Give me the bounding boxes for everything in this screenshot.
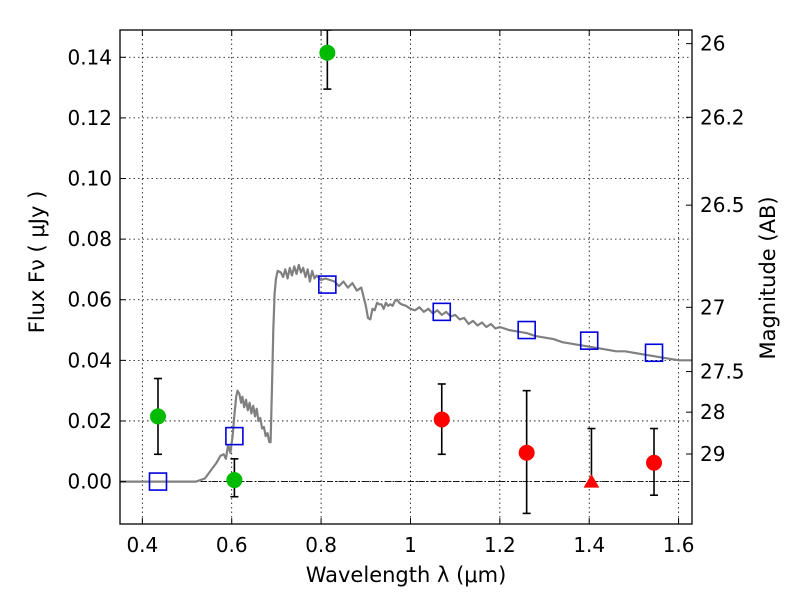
plot-area [120,30,692,515]
y-tick-label: 0.10 [67,167,112,191]
y-tick-label: 0.12 [67,106,112,130]
y-tick-label: 0.02 [67,409,112,433]
y-axis: 0.00 0.02 0.04 0.06 0.08 0.10 0.12 0.14 [67,45,126,494]
right-tick-label: 28 [700,400,725,424]
data-point [646,454,663,471]
y-tick-label: 0.06 [67,288,112,312]
model-photometry-square [318,275,337,294]
x-tick-label: 0.4 [126,533,158,557]
right-tick-label: 27 [700,295,725,319]
data-point [319,44,336,61]
x-tick-label: 1.6 [663,533,695,557]
x-tick-label: 1.2 [484,533,516,557]
y-tick-label: 0.04 [67,348,112,372]
upper-limit-triangle [583,474,600,488]
data-point [149,408,166,425]
x-axis: 0.4 0.6 0.8 1 1.2 1.4 1.6 [126,30,695,557]
model-photometry-square [432,302,452,322]
x-tick-label: 0.8 [305,533,337,557]
right-axis: 26 26.2 26.5 27 27.5 28 29 [686,32,745,466]
right-tick-label: 29 [700,442,725,466]
model-spectrum-line [120,263,692,483]
model-photometry-square [579,331,599,350]
x-tick-label: 1 [404,533,417,557]
right-tick-label: 26 [700,32,725,56]
x-tick-label: 0.6 [216,533,248,557]
model-photometry-square [148,472,168,491]
y-tick-label: 0.00 [67,470,112,494]
grid [120,30,692,524]
right-tick-label: 26.2 [700,105,745,129]
x-axis-label: Wavelength λ (μm) [306,563,507,587]
y-tick-label: 0.08 [67,227,112,251]
right-axis-label: Magnitude (AB) [756,196,780,359]
plot-frame [119,29,693,525]
data-point [518,444,535,461]
x-tick-label: 1.4 [573,533,605,557]
data-point [226,472,243,489]
data-point [433,411,450,428]
y-tick-label: 0.14 [67,45,112,69]
y-axis-label: Flux Fν ( μJy ) [25,191,49,334]
model-photometry-square [517,320,536,340]
right-tick-label: 26.5 [700,193,745,217]
right-tick-label: 27.5 [700,360,745,384]
model-photometry-square [644,343,664,363]
model-photometry-square [225,426,244,446]
